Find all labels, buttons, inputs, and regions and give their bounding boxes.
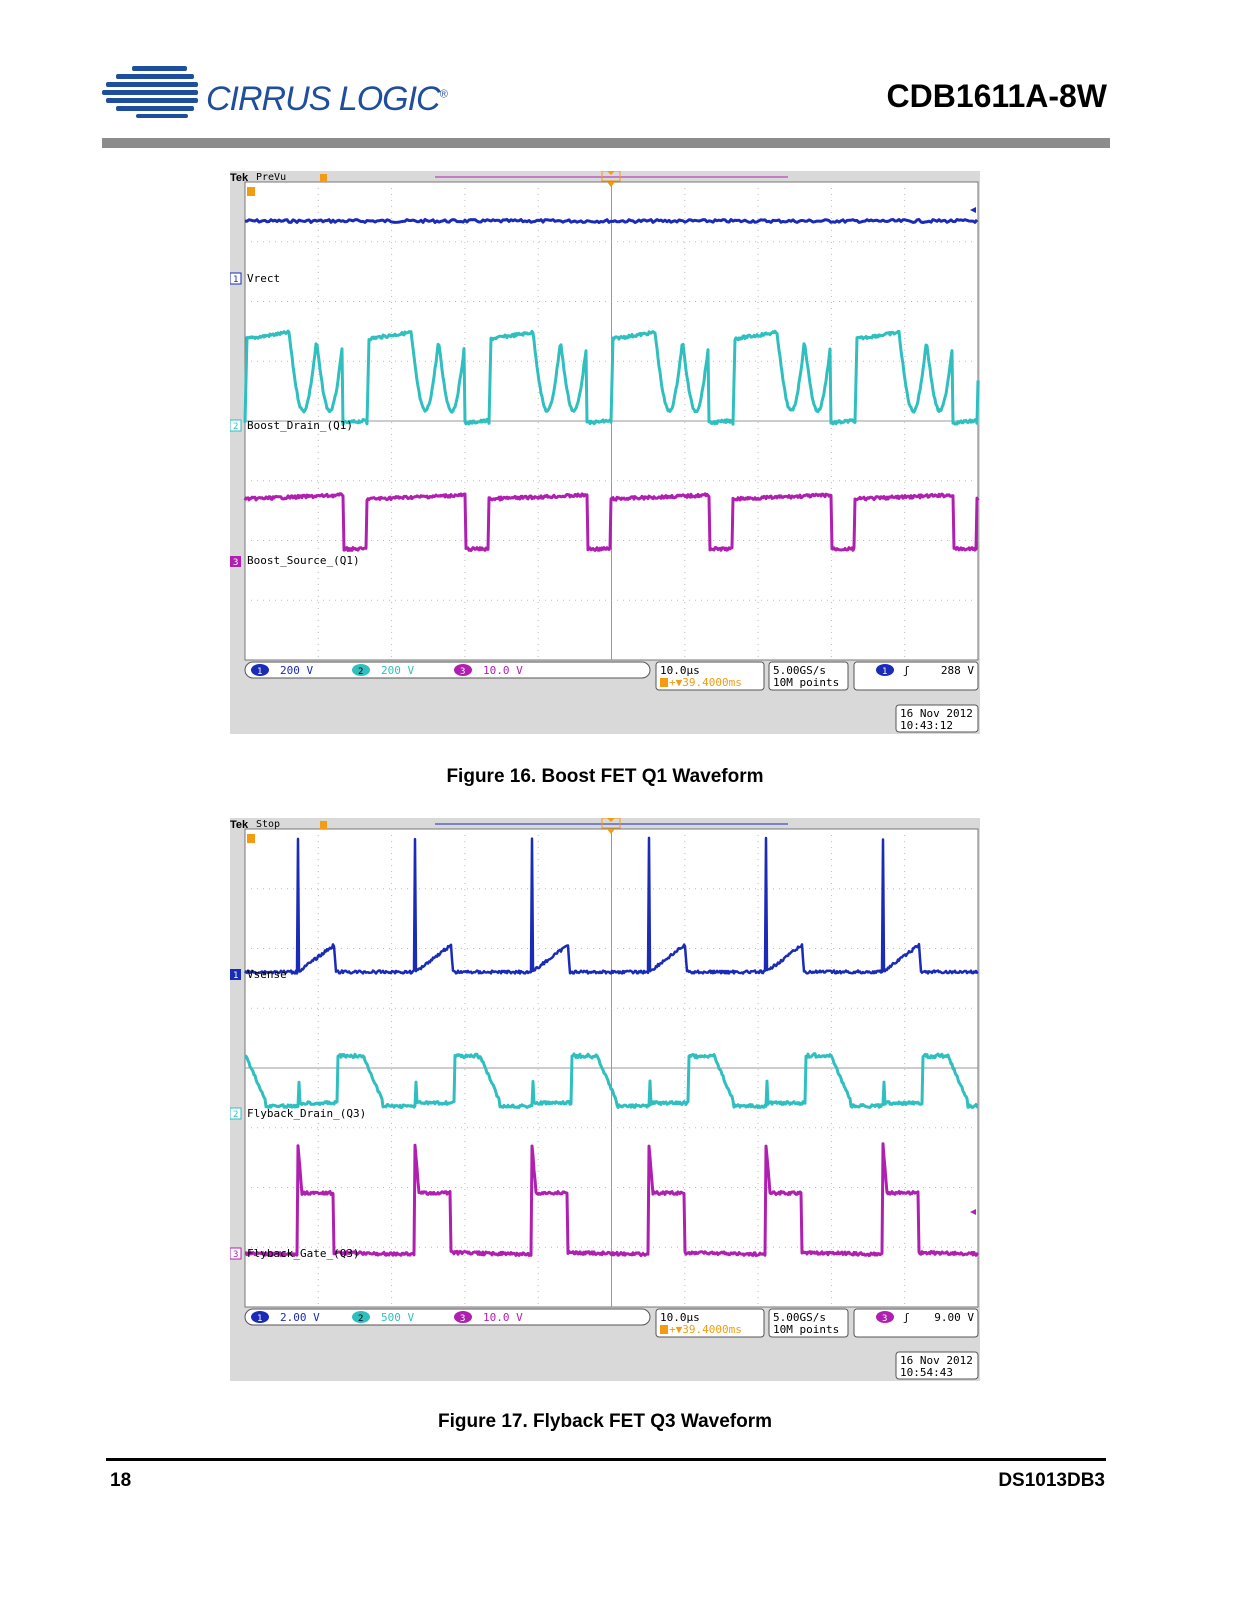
scope-screenshot-fig17: Tek Stop 1 Vsense 2 Flyback_Drain_(Q3) 3…: [230, 818, 980, 1381]
document-title: CDB1611A-8W: [886, 78, 1107, 114]
record-length: 10M points: [773, 676, 839, 689]
ch3-scale: 10.0 V: [483, 664, 523, 677]
trigger-source: 3: [882, 1314, 887, 1324]
datetime-panel: [895, 704, 979, 733]
datetime-panel: [895, 1351, 979, 1380]
ch3-marker-num: 3: [233, 1250, 238, 1260]
trigger-slope-icon: ʃ: [903, 664, 910, 677]
ch2-label: Boost_Drain_(Q1): [247, 419, 353, 432]
waveforms: [243, 836, 980, 1258]
timebase-panel: [655, 661, 765, 691]
ch1-scale: 2.00 V: [280, 1311, 320, 1324]
ch1-marker-num: 1: [233, 275, 238, 285]
figure-17-caption: Figure 17. Flyback FET Q3 Waveform: [437, 1411, 772, 1432]
acquisition-panel: [768, 661, 849, 691]
ch2-scale: 200 V: [381, 664, 414, 677]
acquisition-panel: [768, 1308, 849, 1338]
ch3-scale: 10.0 V: [483, 1311, 523, 1324]
trigger-slope-icon: ʃ: [903, 1311, 910, 1324]
cirrus-swoosh-icon: [102, 66, 198, 118]
ch3-scale-badge: 3: [460, 667, 465, 677]
trigger-level: 9.00 V: [934, 1311, 974, 1324]
ch2-marker-icon: [230, 419, 242, 432]
ch3-scale-badge: 3: [460, 1314, 465, 1324]
document-id: DS1013DB3: [998, 1470, 1105, 1491]
cirrus-logic-logo: CIRRUS LOGIC®: [102, 62, 462, 134]
oscilloscope-display: Tek Stop 1 Vsense 2 Flyback_Drain_(Q3) 3…: [230, 818, 980, 1381]
tek-brand: Tek: [230, 172, 249, 184]
timebase: 10.0µs: [660, 1311, 700, 1324]
company-name: CIRRUS LOGIC: [206, 80, 441, 118]
ch3-marker-icon: [230, 556, 241, 567]
trigger-position: +▼39.4000ms: [669, 676, 742, 689]
footer-rule: [106, 1458, 1106, 1461]
figure-16-caption: Figure 16. Boost FET Q1 Waveform: [446, 766, 764, 787]
ch2-marker-icon: [230, 1107, 242, 1120]
trigger-source: 1: [882, 667, 887, 677]
ch3-marker-icon: [230, 1247, 242, 1260]
acquisition-state: Stop: [256, 819, 280, 830]
ch1-label: Vrect: [247, 272, 280, 285]
ch1-scale: 200 V: [280, 664, 313, 677]
tek-brand: Tek: [230, 819, 249, 831]
ch1-marker-num: 1: [233, 971, 238, 981]
trigger-level-arrow-icon: [970, 207, 976, 213]
trigger-time-icon: [247, 187, 255, 196]
record-length: 10M points: [773, 1323, 839, 1336]
ch2-label: Flyback_Drain_(Q3): [247, 1107, 366, 1120]
ch2-scale: 500 V: [381, 1311, 414, 1324]
timebase: 10.0µs: [660, 664, 700, 677]
trademark-symbol: ®: [439, 88, 448, 101]
ch1-scale-badge: 1: [257, 667, 262, 677]
ch2-marker-num: 2: [233, 422, 238, 432]
header-rule: [102, 138, 1110, 148]
capture-time: 10:54:43: [900, 1366, 953, 1379]
trigger-level-arrow-icon: [970, 1209, 976, 1215]
scope-screenshot-fig16: Tek PreVu 1 Vrect 2 Boost_Drain_(Q1) 3 B…: [230, 171, 980, 734]
ch1-label: Vsense: [247, 968, 287, 981]
ch1-marker-icon: [230, 969, 241, 980]
channel-scale-panel: [244, 1308, 651, 1326]
ch2-marker-num: 2: [233, 1110, 238, 1120]
acquisition-state: PreVu: [256, 172, 286, 183]
sample-rate: 5.00GS/s: [773, 664, 826, 677]
ch1-scale-badge: 1: [257, 1314, 262, 1324]
trigger-marker-icon: [320, 821, 327, 829]
ch3-label: Boost_Source_(Q1): [247, 554, 360, 567]
record-position-icon: [601, 818, 621, 829]
capture-date: 16 Nov 2012: [900, 1354, 973, 1367]
trigger-level: 288 V: [941, 664, 974, 677]
waveforms: [243, 218, 980, 552]
sample-rate: 5.00GS/s: [773, 1311, 826, 1324]
trigger-time-icon: [247, 834, 255, 843]
oscilloscope-display: Tek PreVu 1 Vrect 2 Boost_Drain_(Q1) 3 B…: [230, 171, 980, 734]
record-position-icon: [601, 171, 621, 182]
capture-time: 10:43:12: [900, 719, 953, 732]
trigger-position: +▼39.4000ms: [669, 1323, 742, 1336]
capture-date: 16 Nov 2012: [900, 707, 973, 720]
page-number: 18: [110, 1470, 132, 1491]
trigger-marker-icon: [320, 174, 327, 182]
channel-scale-panel: [244, 661, 651, 679]
ch2-scale-badge: 2: [358, 667, 363, 677]
ch3-marker-num: 3: [233, 558, 238, 568]
ch3-label: Flyback_Gate_(Q3): [247, 1247, 360, 1260]
ch1-marker-icon: [230, 272, 242, 285]
timebase-panel: [655, 1308, 765, 1338]
ch2-scale-badge: 2: [358, 1314, 363, 1324]
